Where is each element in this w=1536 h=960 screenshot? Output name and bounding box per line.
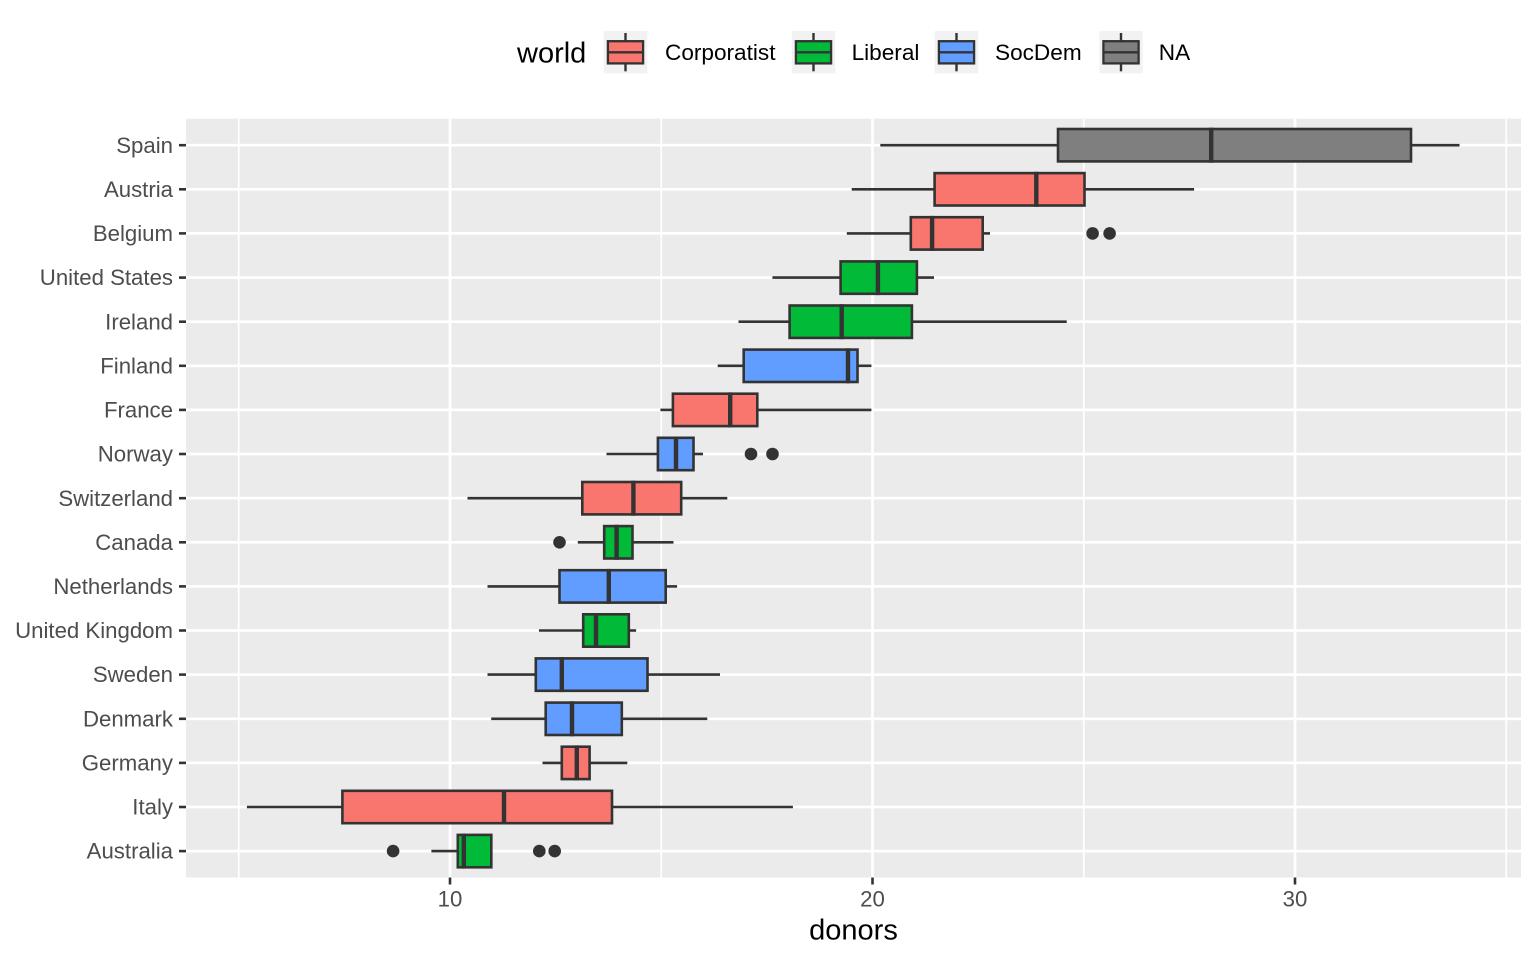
svg-text:Liberal: Liberal [852, 40, 920, 65]
svg-text:Sweden: Sweden [93, 662, 173, 687]
svg-text:Italy: Italy [132, 795, 174, 820]
svg-text:Ireland: Ireland [105, 309, 173, 334]
svg-text:Finland: Finland [100, 353, 173, 378]
svg-text:Canada: Canada [95, 530, 173, 555]
svg-text:Corporatist: Corporatist [665, 40, 776, 65]
svg-text:NA: NA [1159, 40, 1191, 65]
svg-text:10: 10 [438, 887, 463, 912]
svg-text:Belgium: Belgium [93, 221, 173, 246]
svg-text:Netherlands: Netherlands [53, 574, 173, 599]
svg-text:United States: United States [40, 265, 173, 290]
svg-text:Spain: Spain [116, 133, 173, 158]
svg-text:Australia: Australia [87, 839, 174, 864]
svg-text:France: France [104, 398, 173, 423]
svg-text:30: 30 [1283, 887, 1308, 912]
svg-text:Germany: Germany [82, 751, 174, 776]
svg-text:donors: donors [809, 915, 898, 947]
svg-text:Norway: Norway [98, 442, 174, 467]
svg-text:Switzerland: Switzerland [58, 486, 173, 511]
svg-text:20: 20 [860, 887, 885, 912]
svg-text:Denmark: Denmark [83, 706, 174, 731]
svg-text:Austria: Austria [104, 177, 174, 202]
svg-text:world: world [516, 37, 586, 69]
svg-text:SocDem: SocDem [995, 40, 1082, 65]
svg-text:United Kingdom: United Kingdom [15, 618, 173, 643]
